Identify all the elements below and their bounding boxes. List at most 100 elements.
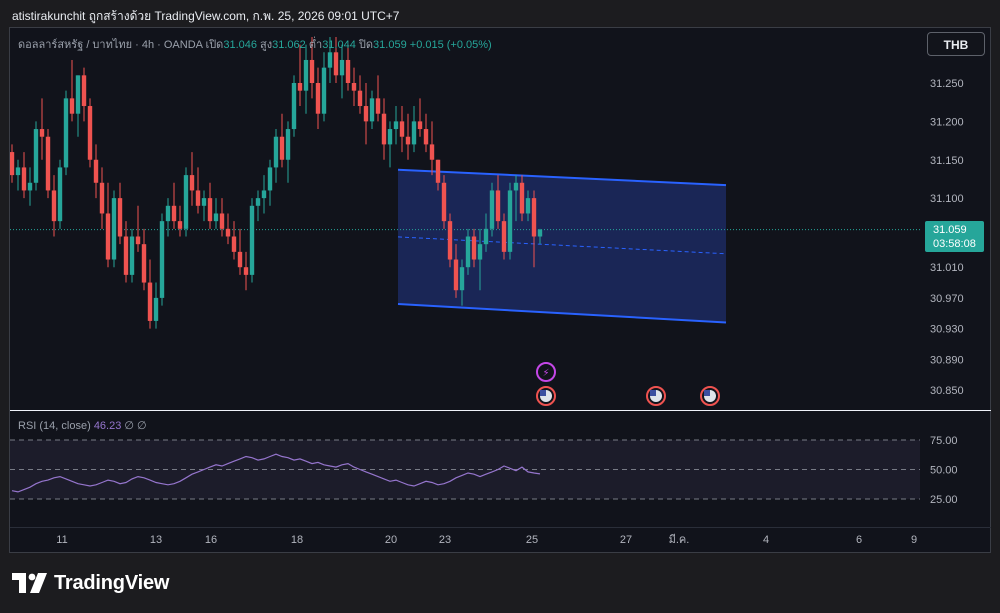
candle-body (231, 236, 237, 252)
rsi-tick-label: 25.00 (930, 494, 958, 506)
us-flag-event-icon-1[interactable] (536, 386, 556, 406)
open-label: เปิด (205, 39, 224, 51)
rsi-line (11, 453, 541, 493)
candle-body (345, 59, 351, 83)
candle-body (171, 205, 177, 222)
candle-body (249, 205, 255, 275)
candle-body (399, 121, 405, 137)
candle-body (63, 98, 69, 168)
candle-body (321, 67, 327, 114)
candle-body (369, 98, 375, 122)
candle-body (459, 267, 465, 291)
us-flag-event-icon-2[interactable] (646, 386, 666, 406)
candle-body (99, 182, 105, 214)
candle-body (411, 121, 417, 145)
candle-body (537, 229, 543, 237)
candle-body (519, 182, 525, 214)
candle-body (57, 167, 63, 222)
tradingview-logo-icon (12, 573, 47, 593)
x-tick-label: 18 (291, 534, 303, 546)
candle-body (453, 259, 459, 291)
candle-body (339, 59, 345, 76)
x-tick-label: มี.ค. (669, 533, 690, 546)
x-tick-label: 13 (150, 534, 162, 546)
rsi-tick-label: 50.00 (930, 465, 958, 477)
candle-body (177, 221, 183, 229)
candle-body (303, 59, 309, 91)
x-tick-label: 6 (856, 534, 862, 546)
candle-body (135, 236, 141, 245)
candle-body (507, 190, 513, 252)
candle-body (405, 136, 411, 145)
candle-body (267, 167, 273, 191)
candle-body (117, 198, 123, 237)
candle-body (525, 198, 531, 214)
candle-body (183, 175, 189, 229)
x-tick-label: 4 (763, 534, 769, 546)
candle-body (15, 167, 21, 176)
candle-body (309, 59, 315, 83)
rsi-legend[interactable]: RSI (14, close) 46.23 ∅ ∅ (18, 419, 147, 432)
candle-body (531, 198, 537, 237)
candle-body (483, 228, 489, 245)
candle-body (477, 244, 483, 260)
candle-body (513, 182, 519, 191)
x-tick-label: 16 (205, 534, 217, 546)
candle-body (51, 190, 57, 222)
us-flag-event-icon-1-canton (540, 390, 546, 396)
channel-lower-line (397, 303, 727, 324)
x-tick-label: 23 (439, 534, 451, 546)
high-value: 31.062 (272, 39, 306, 51)
candle-body (225, 228, 231, 237)
candle-body (45, 136, 51, 191)
candle-body (381, 113, 387, 145)
candle-body (489, 190, 495, 229)
chart-attribution: atistirakunchit ถูกสร้างด้วย TradingView… (12, 9, 400, 23)
last-price-value: 31.059 (933, 224, 967, 236)
candle-body (75, 75, 81, 114)
candle-body (123, 236, 129, 275)
candle-body (333, 52, 339, 76)
candle-body (423, 129, 429, 145)
economic-event-lightning-icon[interactable]: ⚡ (536, 362, 556, 382)
candle-body (219, 213, 225, 229)
rsi-extra: ∅ ∅ (124, 420, 147, 432)
symbol-name[interactable]: ดอลลาร์สหรัฐ / บาทไทย · 4h · OANDA (18, 39, 203, 51)
candle-body (10, 152, 15, 176)
y-tick-label: 30.850 (930, 385, 964, 397)
open-value: 31.046 (223, 39, 257, 51)
candle-body (501, 221, 507, 252)
candle-body (81, 75, 87, 107)
candle-body (213, 213, 219, 222)
x-tick-label: 20 (385, 534, 397, 546)
candle-body (357, 90, 363, 107)
bar-countdown: 03:58:08 (933, 238, 976, 250)
economic-event-lightning-icon-glyph: ⚡ (542, 368, 549, 379)
candle-body (447, 221, 453, 260)
candle-body (255, 198, 261, 206)
candle-body (87, 106, 93, 160)
y-tick-label: 30.970 (930, 293, 964, 305)
candle-body (129, 236, 135, 275)
change-value: +0.015 (+0.05%) (409, 39, 492, 51)
candle-body (417, 121, 423, 130)
candle-body (297, 83, 303, 91)
price-chart[interactable]: 31.250 31.200 31.150 31.100 31.010 30.970 30.9… (10, 28, 991, 552)
candle-body (105, 213, 111, 260)
candle-body (189, 175, 195, 191)
low-value: 31.044 (322, 39, 356, 51)
candle-body (351, 83, 357, 91)
candle-body (111, 198, 117, 260)
candle-body (363, 106, 369, 122)
rsi-name: RSI (14, close) (18, 420, 91, 432)
close-label: ปิด (358, 39, 374, 51)
us-flag-event-icon-3[interactable] (700, 386, 720, 406)
candle-body (471, 236, 477, 260)
currency-button[interactable]: THB (927, 32, 985, 56)
x-tick-label: 9 (911, 534, 917, 546)
candle-body (141, 244, 147, 283)
candle-body (435, 159, 441, 183)
x-tick-label: 27 (620, 534, 632, 546)
tradingview-logo[interactable]: TradingView (12, 571, 169, 595)
candle-body (27, 182, 33, 191)
